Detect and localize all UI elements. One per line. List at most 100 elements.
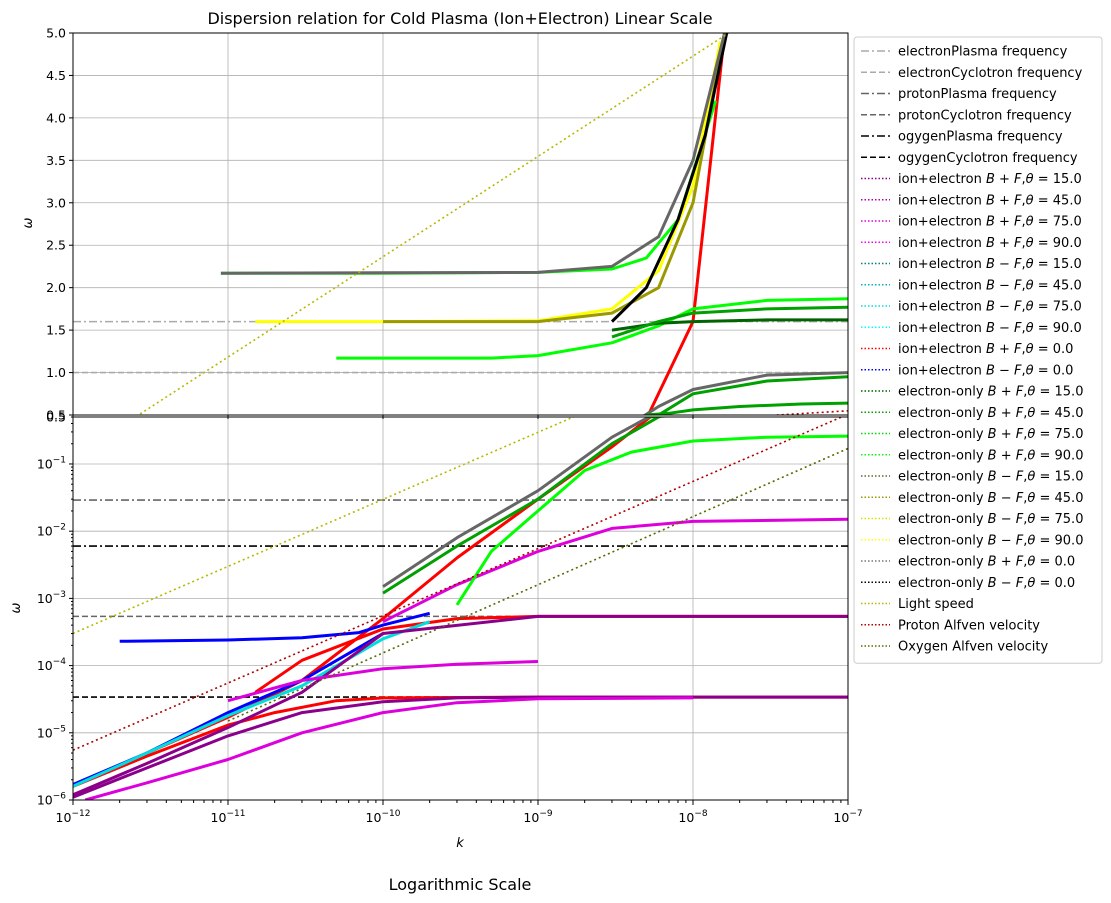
legend-label: electron-only B + F,θ = 0.0: [898, 555, 1075, 570]
legend-math: ,: [1022, 342, 1026, 357]
y-tick-label-bottom: 0.5: [46, 410, 66, 425]
legend-math: −: [995, 257, 1014, 272]
legend-math: = 0.0: [1035, 576, 1075, 591]
dispersion-curve: [610, 33, 729, 323]
dispersion-curve: [336, 297, 848, 360]
velocity-line: [73, 417, 576, 635]
x-tick-label: 10−8: [678, 809, 707, 825]
legend-math: F: [1014, 300, 1022, 315]
legend-math: B: [988, 406, 997, 421]
legend-math: F: [1016, 470, 1024, 485]
legend-math: +: [997, 448, 1016, 463]
y-tick-label-bottom: 10−4: [37, 657, 66, 673]
legend-math: ,: [1022, 215, 1026, 230]
legend-math: ,: [1022, 363, 1026, 378]
legend-math: −: [997, 470, 1016, 485]
legend-label: ogygenCyclotron frequency: [898, 151, 1078, 166]
legend-label: ogygenPlasma frequency: [898, 130, 1063, 145]
y-tick-label-top: 4.5: [46, 68, 66, 83]
chart-title: Dispersion relation for Cold Plasma (Ion…: [207, 9, 712, 28]
legend-math: B: [986, 321, 995, 336]
legend-math: B: [988, 512, 997, 527]
legend-math: ,: [1022, 321, 1026, 336]
legend-math: ,: [1023, 533, 1027, 548]
curves-top: [137, 33, 848, 415]
legend-label: ion+electron B + F,θ = 45.0: [898, 193, 1082, 208]
legend-math: = 75.0: [1034, 300, 1082, 315]
y-tick-label-top: 2.0: [46, 280, 66, 295]
velocity-line: [764, 410, 848, 415]
legend-math: = 75.0: [1035, 512, 1083, 527]
legend-math: −: [997, 533, 1016, 548]
dispersion-curve: [382, 417, 664, 595]
y-tick-label-top: 1.5: [46, 323, 66, 338]
y-tick-label-top: 3.5: [46, 153, 66, 168]
legend-math: B: [986, 257, 995, 272]
legend-math: +: [997, 555, 1016, 570]
y-tick-label-top: 1.0: [46, 365, 66, 380]
legend: electronPlasma frequency electronCyclotro…: [853, 36, 1103, 664]
dispersion-curve: [227, 660, 539, 703]
legend-math: F: [1016, 533, 1024, 548]
legend-math: θ: [1027, 448, 1035, 463]
legend-math: F: [1014, 257, 1022, 272]
dispersion-curve: [455, 434, 848, 606]
legend-label: Proton Alfven velocity: [898, 618, 1040, 633]
dispersion-curve: [646, 401, 848, 415]
y-tick-label-bottom: 10−2: [37, 523, 66, 539]
legend-label: electron-only B − F,θ = 15.0: [898, 470, 1083, 485]
legend-math: F: [1016, 448, 1024, 463]
legend-math: F: [1016, 512, 1024, 527]
legend-math: θ: [1026, 300, 1034, 315]
legend-math: = 90.0: [1035, 533, 1083, 548]
legend-math: F: [1016, 385, 1024, 400]
legend-math: ,: [1023, 576, 1027, 591]
legend-label: electronPlasma frequency: [898, 45, 1068, 60]
legend-math: ,: [1022, 236, 1026, 251]
y-tick-label-bottom: 10−6: [37, 792, 66, 808]
legend-math: θ: [1026, 172, 1034, 187]
legend-math: B: [986, 172, 995, 187]
legend-math: θ: [1026, 236, 1034, 251]
dispersion-curve: [655, 375, 848, 415]
velocity-line: [73, 417, 844, 751]
legend-math: B: [988, 491, 997, 506]
legend-math: ,: [1022, 257, 1026, 272]
legend-math: F: [1014, 215, 1022, 230]
legend-label: protonPlasma frequency: [898, 87, 1057, 102]
legend-math: = 15.0: [1035, 385, 1083, 400]
tick-exponent: −9: [539, 809, 553, 819]
legend-math: ,: [1022, 278, 1026, 293]
legend-math: +: [995, 172, 1014, 187]
dispersion-curve: [73, 614, 848, 797]
legend-math: = 15.0: [1035, 470, 1083, 485]
legend-math: θ: [1027, 533, 1035, 548]
tick-exponent: −12: [71, 809, 90, 819]
legend-math: θ: [1026, 193, 1034, 208]
bottom-title: Logarithmic Scale: [389, 875, 532, 894]
legend-math: B: [986, 236, 995, 251]
dispersion-curve: [119, 611, 431, 643]
legend-math: F: [1014, 363, 1022, 378]
legend-math: +: [997, 406, 1016, 421]
dispersion-curve: [611, 305, 848, 339]
legend-math: B: [986, 342, 995, 357]
y-tick-label-top: 5.0: [46, 26, 66, 41]
legend-label: ion+electron B − F,θ = 90.0: [898, 321, 1082, 336]
legend-label: ion+electron B − F,θ = 15.0: [898, 257, 1082, 272]
legend-label: ion+electron B + F,θ = 15.0: [898, 172, 1082, 187]
dispersion-curve: [382, 417, 653, 588]
legend-math: ,: [1022, 300, 1026, 315]
legend-math: θ: [1027, 406, 1035, 421]
dispersion-curve: [73, 620, 431, 788]
legend-math: F: [1014, 172, 1022, 187]
legend-label: electron-only B + F,θ = 45.0: [898, 406, 1083, 421]
tick-exponent: −1: [53, 455, 66, 465]
legend-math: B: [988, 427, 997, 442]
legend-label: ion+electron B + F,θ = 90.0: [898, 236, 1082, 251]
legend-math: θ: [1026, 321, 1034, 336]
legend-math: = 15.0: [1034, 257, 1082, 272]
legend-math: B: [988, 555, 997, 570]
legend-math: θ: [1027, 555, 1035, 570]
legend-label: protonCyclotron frequency: [898, 108, 1072, 123]
